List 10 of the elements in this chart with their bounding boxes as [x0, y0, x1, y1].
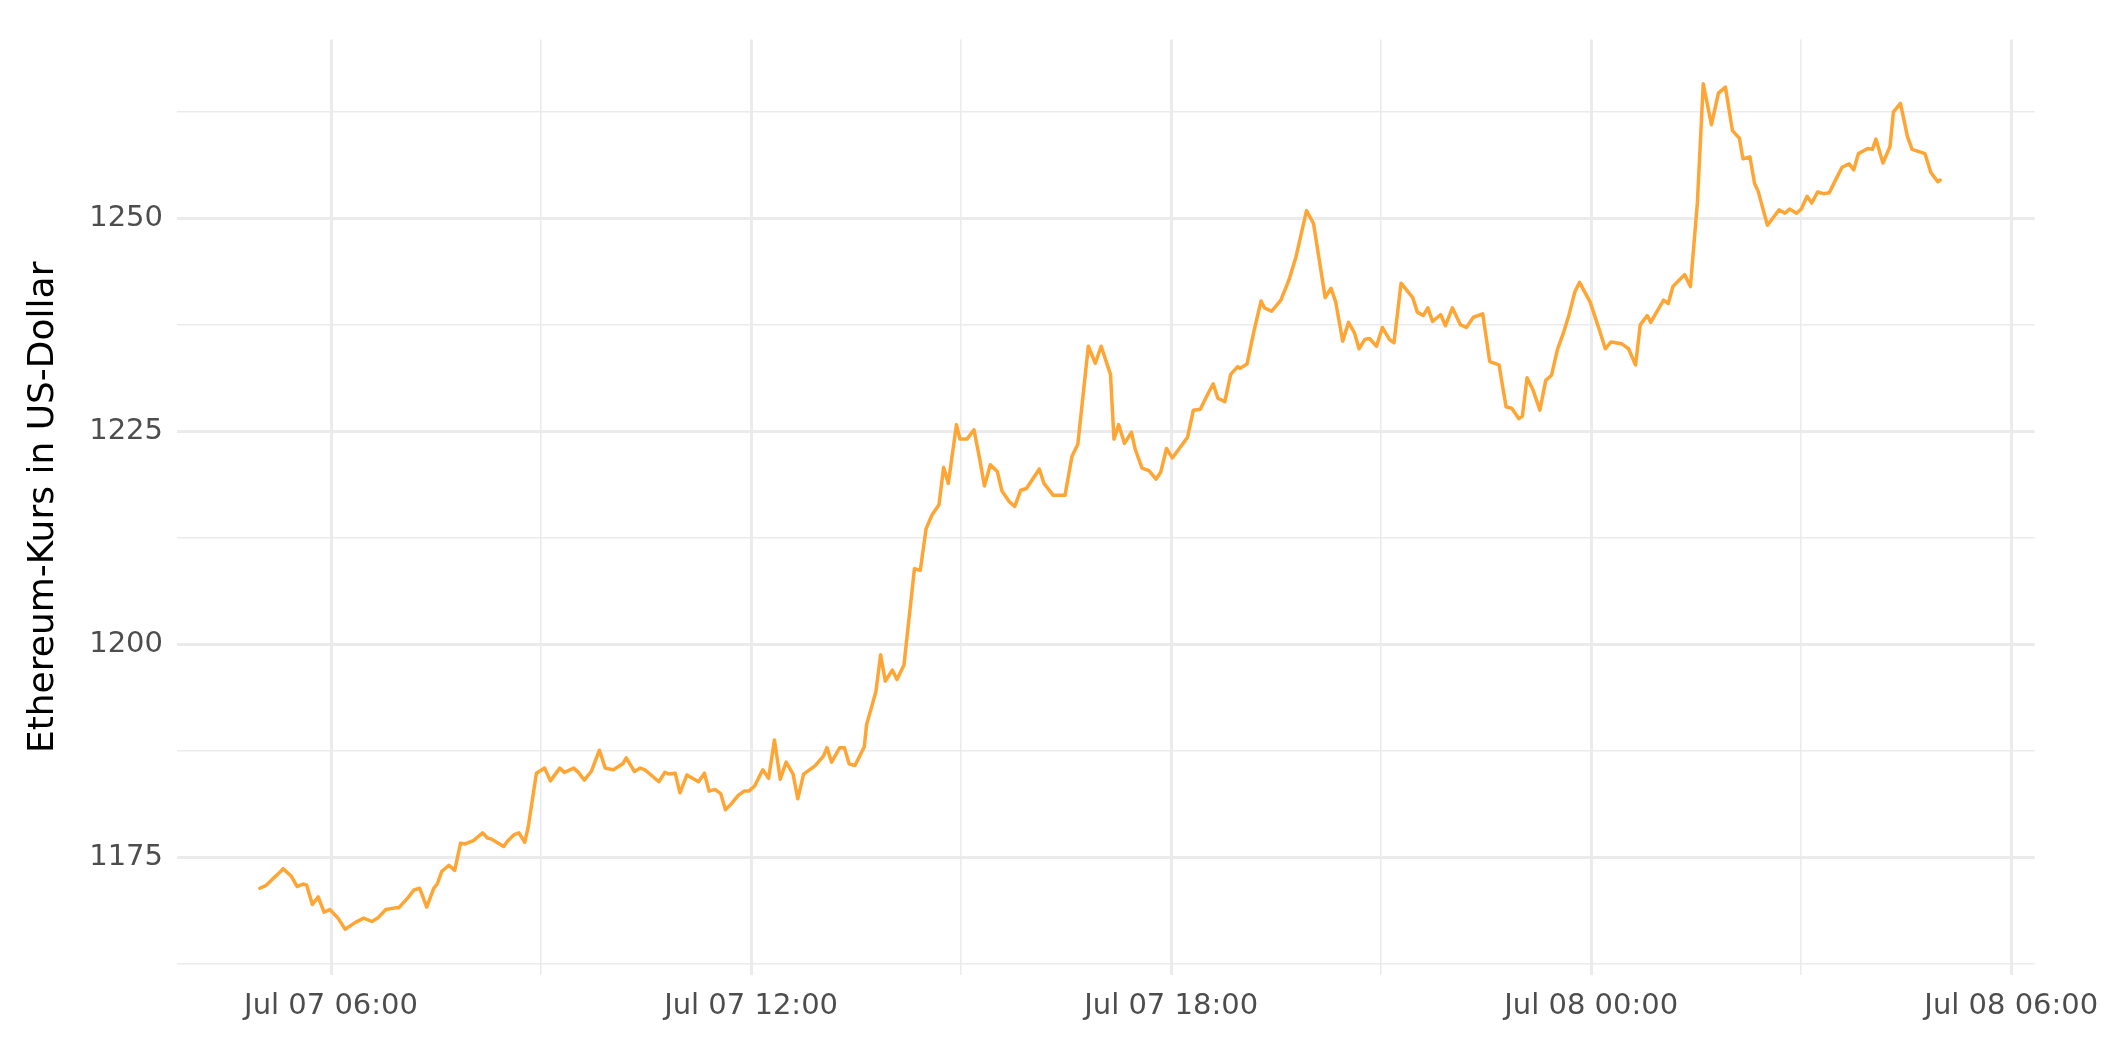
- x-tick-label: Jul 08 00:00: [1502, 987, 1679, 1022]
- y-tick-label: 1200: [89, 625, 163, 660]
- y-tick-label: 1250: [89, 198, 163, 233]
- y-tick-label: 1175: [89, 838, 163, 873]
- y-tick-label: 1225: [89, 411, 163, 446]
- x-tick-label: Jul 07 06:00: [242, 987, 418, 1022]
- x-tick-label: Jul 07 18:00: [1082, 987, 1259, 1022]
- y-axis-title: Ethereum-Kurs in US-Dollar: [19, 261, 61, 754]
- x-tick-label: Jul 08 06:00: [1922, 987, 2099, 1022]
- x-tick-label: Jul 07 12:00: [662, 987, 839, 1022]
